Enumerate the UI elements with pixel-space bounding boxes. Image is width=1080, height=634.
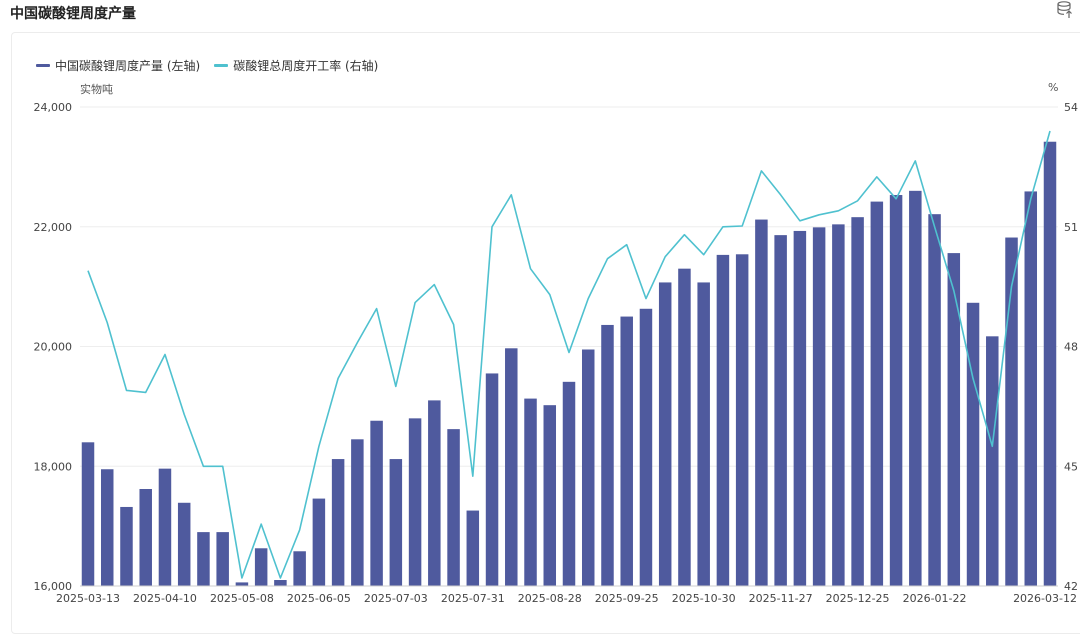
- x-tick-label: 2025-07-03: [364, 592, 428, 605]
- y-left-tick-label: 18,000: [34, 460, 73, 473]
- bar: [543, 405, 557, 586]
- page-title: 中国碳酸锂周度产量: [10, 6, 136, 22]
- bar: [639, 308, 653, 586]
- bar: [331, 459, 345, 586]
- bar: [755, 219, 768, 586]
- bar: [428, 400, 441, 586]
- series-line-utilization: [87, 130, 1051, 579]
- y-right-unit: %: [1048, 81, 1059, 94]
- bar: [235, 582, 249, 586]
- y-left-tick-label: 16,000: [34, 580, 73, 593]
- bar: [581, 349, 595, 586]
- x-tick-label: 2025-11-27: [749, 592, 813, 605]
- bar: [735, 254, 749, 587]
- y-left-unit: 实物吨: [80, 83, 113, 96]
- bar: [716, 254, 730, 587]
- bar: [620, 316, 633, 586]
- legend-item-production[interactable]: 中国碳酸锂周度产量 (左轴): [36, 57, 200, 74]
- bar: [832, 224, 845, 587]
- bar: [1043, 141, 1057, 587]
- legend-swatch-bar: [36, 63, 50, 67]
- bar: [81, 442, 95, 586]
- bar: [505, 348, 518, 586]
- y-right-tick-label: 42: [1064, 580, 1078, 593]
- bar: [254, 548, 268, 586]
- x-tick-label: 2026-01-22: [903, 592, 967, 605]
- chart-plot: 16,000 18,000 20,000 22,000 24,000 42 45 48 51 54…: [34, 101, 1079, 605]
- bar: [1024, 191, 1038, 586]
- x-tick-label: 2025-05-08: [210, 592, 274, 605]
- bar: [870, 201, 884, 587]
- bar: [678, 268, 691, 586]
- bar: [389, 459, 403, 586]
- legend-label-utilization: 碳酸锂总周度开工率 (右轴): [233, 58, 379, 73]
- x-tick-label: 2026-03-12: [1013, 592, 1077, 605]
- bar: [139, 489, 152, 586]
- bar: [177, 502, 191, 586]
- bar: [793, 230, 807, 586]
- x-tick-label: 2025-12-25: [826, 592, 890, 605]
- bar: [774, 235, 787, 586]
- x-tick-label: 2025-08-28: [518, 592, 582, 605]
- y-left-tick-label: 24,000: [34, 101, 73, 114]
- bar: [658, 282, 672, 586]
- bar: [947, 253, 961, 586]
- bar: [928, 214, 941, 586]
- bar: [601, 324, 614, 586]
- bar: [447, 429, 460, 586]
- bar: [966, 302, 980, 586]
- bar: [697, 282, 710, 586]
- x-tick-label: 2025-09-25: [595, 592, 659, 605]
- database-export-icon[interactable]: [1056, 0, 1074, 20]
- y-right-tick-label: 51: [1064, 221, 1078, 234]
- chart-legend: 中国碳酸锂周度产量 (左轴) 碳酸锂总周度开工率 (右轴): [36, 57, 392, 73]
- legend-swatch-line: [214, 63, 229, 67]
- bar: [351, 439, 364, 586]
- y-left-tick-label: 22,000: [34, 221, 73, 234]
- bar: [312, 498, 326, 586]
- bar: [986, 336, 999, 586]
- x-tick-label: 2025-03-13: [56, 592, 120, 605]
- bar: [889, 195, 903, 587]
- x-tick-label: 2025-07-31: [441, 592, 505, 605]
- x-tick-label: 2025-10-30: [672, 592, 736, 605]
- x-tick-label: 2025-06-05: [287, 592, 351, 605]
- bar: [370, 420, 383, 586]
- bar: [851, 217, 864, 587]
- legend-label-production: 中国碳酸锂周度产量 (左轴): [55, 58, 201, 73]
- x-tick-label: 2025-04-10: [133, 592, 197, 605]
- bar: [485, 373, 499, 586]
- bar: [812, 227, 826, 586]
- bar: [524, 398, 537, 586]
- bar: [274, 580, 287, 586]
- bar: [293, 551, 306, 586]
- bar: [100, 469, 114, 586]
- bar: [408, 418, 422, 586]
- bar: [466, 510, 480, 586]
- bar: [197, 532, 210, 586]
- y-right-tick-label: 54: [1064, 101, 1078, 114]
- bar: [562, 381, 576, 586]
- y-right-tick-label: 45: [1064, 460, 1078, 473]
- bar: [158, 468, 172, 586]
- legend-item-utilization[interactable]: 碳酸锂总周度开工率 (右轴): [214, 57, 378, 74]
- bar: [1005, 237, 1018, 586]
- bar: [216, 532, 229, 586]
- bar: [909, 190, 922, 586]
- bar: [120, 506, 133, 586]
- y-left-tick-label: 20,000: [34, 341, 73, 354]
- y-right-tick-label: 48: [1064, 341, 1078, 354]
